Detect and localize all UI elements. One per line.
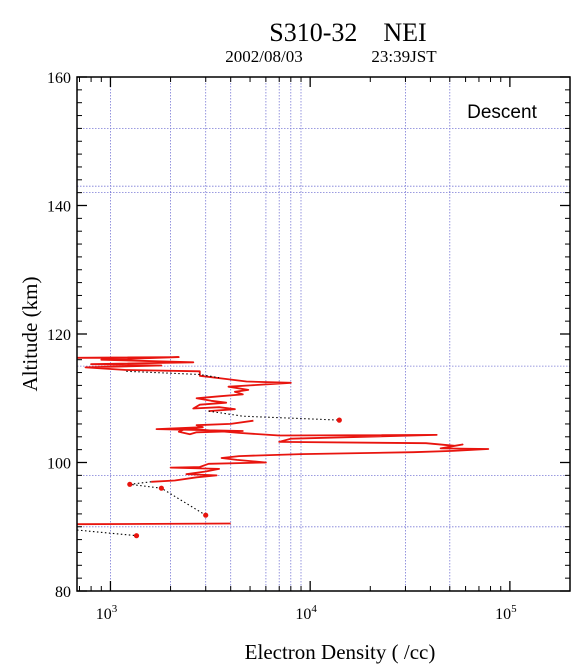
chart-date: 2002/08/03 [225, 47, 302, 66]
y-tick-label: 160 [47, 70, 71, 87]
profile-gap-line [76, 529, 137, 537]
data-point [133, 533, 140, 539]
y-tick-label: 140 [47, 199, 71, 216]
chart-time: 23:39JST [371, 47, 437, 66]
chart-title: S310-32 NEI [269, 18, 426, 47]
y-axis-label: Altitude (km) [18, 277, 42, 392]
profile-gap-line [208, 410, 340, 421]
data-point [336, 417, 342, 423]
profile-line [76, 522, 231, 526]
profile-line [76, 356, 292, 412]
y-tick-label: 100 [47, 456, 71, 473]
profile-gap-line [129, 481, 206, 516]
y-tick-label: 80 [55, 584, 71, 601]
plot-frame [76, 76, 571, 592]
axis-ticks: 80 100 120 140 160 103 104 105 [47, 70, 571, 623]
x-tick-label: 103 [96, 603, 118, 623]
grid-lines [77, 77, 570, 591]
data-point [203, 512, 209, 518]
profile-gap-line [126, 370, 220, 379]
data-point [158, 485, 164, 491]
x-tick-label: 104 [295, 603, 317, 623]
descent-label: Descent [467, 102, 537, 123]
profile-line [151, 419, 490, 483]
y-tick-label: 120 [47, 327, 71, 344]
x-tick-label: 105 [495, 603, 517, 623]
data-point [127, 481, 133, 487]
data-layer [76, 356, 490, 539]
x-axis-label: Electron Density ( /cc) [245, 640, 436, 664]
